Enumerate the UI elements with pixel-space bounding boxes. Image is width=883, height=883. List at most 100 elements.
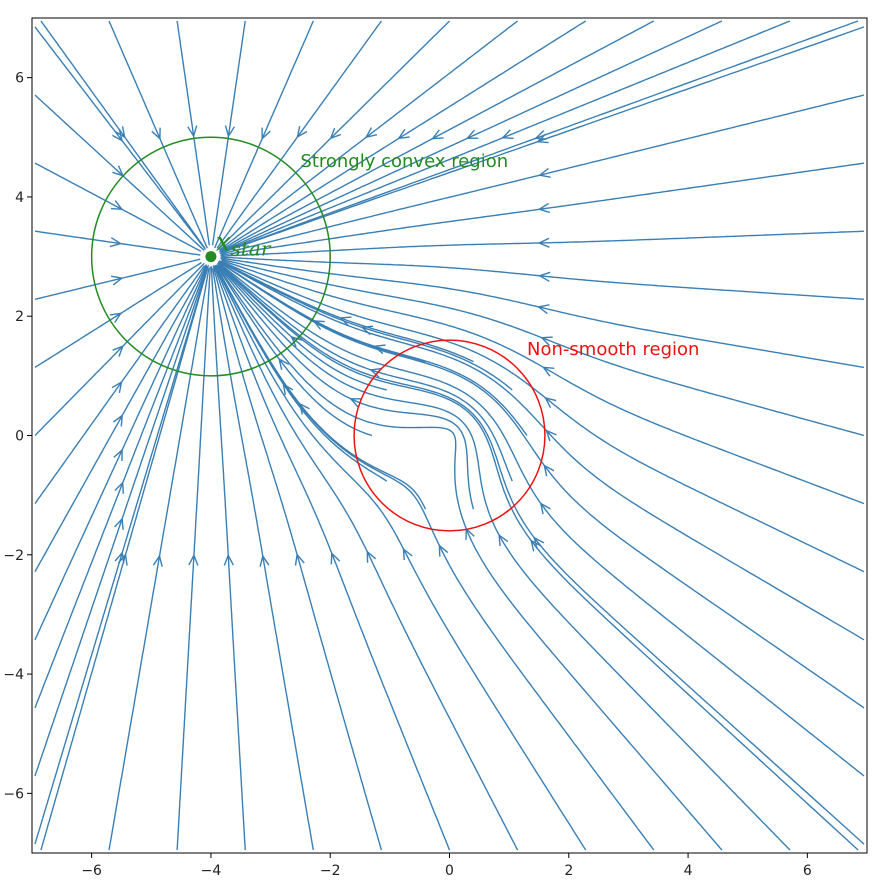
x-tick-label: −4 [201,863,222,879]
x-star-label: xstar [216,228,272,261]
streamline-arrow-19 [544,396,557,409]
streamline-1 [40,265,210,851]
streamline-32 [219,20,587,252]
streamline-39 [220,230,865,257]
streamline-arrow-55 [312,320,325,330]
streamline-46 [34,94,205,251]
streamline-25 [213,266,451,851]
streamline-arrow-25 [330,551,341,565]
streamline-arrow-1 [117,553,128,566]
streamline-arrow-14 [113,448,123,462]
x-tick-label: 6 [803,863,812,879]
streamline-56 [216,262,387,391]
streamline-arrow-28 [364,127,378,139]
streamline-6 [34,267,208,777]
streamline-arrow-4 [151,127,161,141]
streamline-20 [216,20,382,249]
streamline-47 [221,94,865,255]
streamline-7 [218,262,865,777]
streamline-arrow-16 [261,127,271,141]
streamline-arrow-40 [465,129,479,140]
streamline-8 [176,20,210,246]
streamline-40 [220,20,723,253]
streamline-arrow-9 [188,553,199,566]
x-tick-label: 2 [564,863,573,879]
streamline-arrow-47 [538,167,551,178]
streamline-57 [215,264,373,437]
streamline-arrow-39 [537,237,550,248]
y-tick-label: −6 [3,786,24,802]
streamline-9 [176,266,211,851]
streamline-19 [220,260,865,573]
points [205,251,217,263]
x-star-point [205,251,217,263]
streamline-arrow-8 [187,125,198,138]
y-tick-label: 2 [15,309,24,325]
axis-ticks: −6 −4 −2 0 2 4 6 −6 −4 −2 0 2 4 6 [3,71,812,879]
streamline-38 [34,230,201,256]
non-smooth-region-circle [353,339,546,532]
streamline-50 [34,26,207,250]
non-smooth-region-label: Non-smooth region [527,339,699,360]
y-tick-label: −4 [3,667,24,683]
streamline-10 [34,265,208,709]
streamline-12 [211,20,246,246]
streamline-arrow-37 [438,544,449,557]
streamline-arrow-48 [534,130,547,140]
streamline-arrow-13 [223,553,234,566]
streamline-36 [219,20,655,253]
streamline-41 [216,265,723,851]
streamline-54 [218,260,474,363]
streamline-arrow-23 [541,366,555,377]
streamline-arrow-26 [112,344,124,357]
streamline-arrow-59 [298,402,310,415]
streamline-arrow-57 [278,357,290,370]
streamline-14 [34,265,208,641]
streamline-11 [218,261,865,709]
streamline-43 [220,162,865,256]
streamlines [34,20,865,851]
streamline-arrow-51 [536,133,549,144]
streamline-arrow-32 [397,128,410,140]
streamline-arrow-10 [114,481,124,494]
streamline-arrow-56 [290,335,303,348]
streamline-arrow-3 [533,536,545,549]
streamline-arrow-5 [152,554,163,567]
streamline-35 [221,256,865,300]
streamline-30 [34,261,202,368]
streamline-60 [216,264,475,510]
streamline-28 [219,20,519,251]
streamline-44 [220,20,791,254]
streamline-arrow-20 [296,126,308,139]
streamline-26 [34,262,205,436]
streamline-45 [217,264,791,851]
streamline-15 [219,260,865,641]
x-tick-label: 4 [684,863,693,879]
streamline-arrow-27 [540,336,553,346]
streamline-5 [108,267,210,851]
streamline-arrow-34 [110,275,124,286]
streamline-59 [215,265,427,510]
streamline-arrow-0 [114,126,126,139]
streamline-24 [217,20,450,250]
y-tick-label: 0 [15,429,24,445]
streamline-arrow-17 [259,554,270,567]
streamline-34 [34,258,201,300]
streamline-48 [221,20,859,254]
streamline-arrow-53 [360,325,374,336]
streamline-arrow-2 [114,551,125,564]
streamline-arrow-58 [282,382,294,396]
streamline-51 [219,26,865,255]
streamline-22 [34,265,206,505]
x-tick-label: −6 [81,863,102,879]
x-tick-label: −2 [320,863,341,879]
streamline-arrow-6 [114,517,124,530]
streamline-21 [212,265,383,851]
regions [90,136,546,532]
streamline-2 [34,266,209,845]
streamline-arrow-15 [545,429,557,442]
streamline-23 [221,259,865,505]
streamline-42 [34,162,202,252]
x-tick-label: 0 [445,863,454,879]
